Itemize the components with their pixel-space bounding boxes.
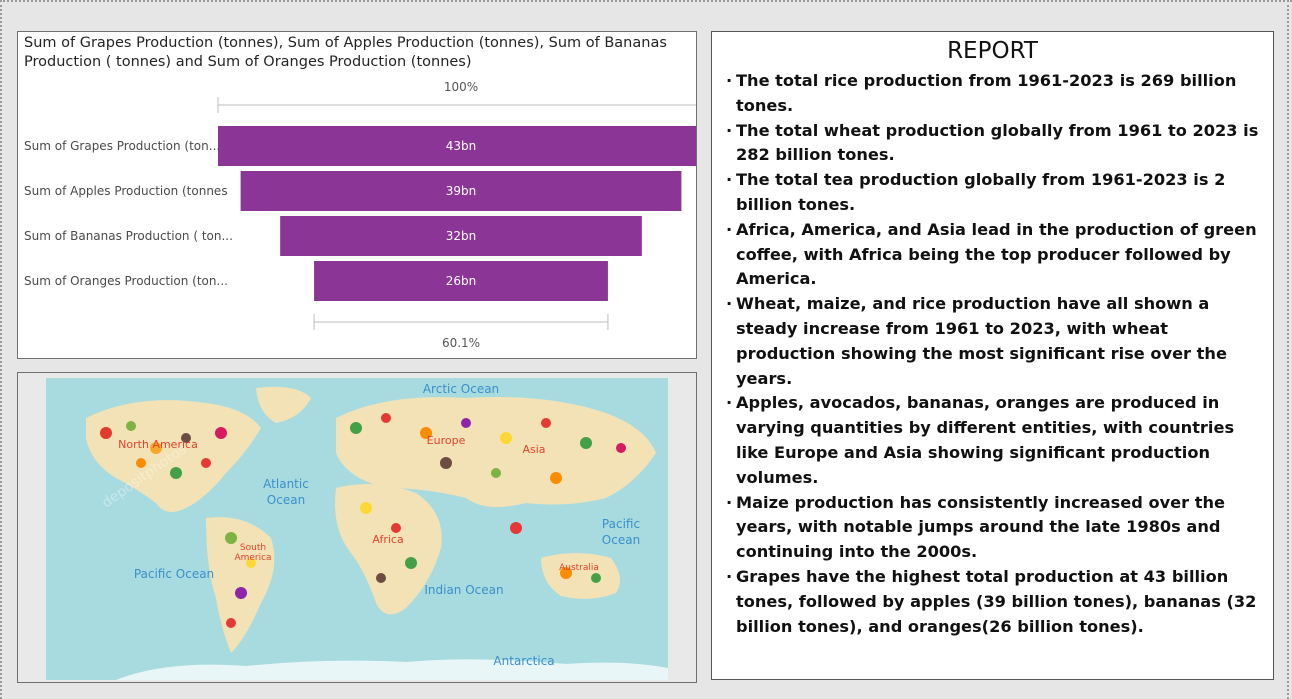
funnel-category-label: Sum of Oranges Production (ton...	[24, 274, 228, 288]
funnel-chart-title: Sum of Grapes Production (tonnes), Sum o…	[24, 35, 667, 70]
bullet-marker: ·	[726, 219, 733, 239]
funnel-bar-value-label: 32bn	[446, 229, 477, 243]
funnel-bars: 43bn Sum of Grapes Production (ton... 39bn…	[24, 126, 696, 301]
report-bullet-item: · The total tea production globally from …	[726, 168, 1268, 218]
report-bullet-text: Wheat, maize, and rice production have a…	[736, 294, 1227, 388]
bullet-marker: ·	[726, 170, 733, 190]
report-bullet-text: Maize production has consistently increa…	[736, 492, 1225, 562]
map-label-antarctica: Antarctica	[493, 654, 554, 668]
map-label-north-america: North America	[118, 438, 198, 451]
canvas-left-border	[0, 0, 2, 699]
world-fruit-map-visual[interactable]: Arctic Ocean Atlantic Ocean Pacific Ocea…	[17, 372, 697, 683]
funnel-bar[interactable]	[240, 171, 682, 211]
report-bullet-text: The total wheat production globally from…	[736, 120, 1259, 165]
report-bullet-text: The total tea production globally from 1…	[736, 170, 1226, 214]
report-title: REPORT	[947, 38, 1038, 64]
map-label-australia: Australia	[559, 563, 599, 573]
canvas-top-border	[0, 0, 1292, 2]
map-label-south: South	[240, 543, 266, 553]
funnel-bar[interactable]	[314, 261, 608, 301]
south-america-shape	[206, 517, 275, 653]
report-bullet-item: · The total rice production from 1961-202…	[726, 69, 1268, 119]
report-bullet-item: · Wheat, maize, and rice production have …	[726, 292, 1268, 391]
bullet-marker: ·	[726, 393, 733, 413]
report-bullet-item: · The total wheat production globally fro…	[726, 119, 1268, 169]
map-label-pacific-ocean-left: Pacific Ocean	[134, 567, 214, 581]
report-bullet-item: · Maize production has consistently incre…	[726, 491, 1268, 565]
funnel-bar-value-label: 43bn	[446, 139, 477, 153]
fruit-illustrations	[100, 413, 626, 628]
map-label-arctic-ocean: Arctic Ocean	[423, 382, 499, 396]
report-bullet-item: · Apples, avocados, bananas, oranges are …	[726, 391, 1268, 490]
bullet-marker: ·	[726, 71, 733, 90]
bullet-marker: ·	[726, 492, 733, 512]
map-label-pacific: Pacific	[602, 517, 640, 531]
report-bullet-item: · Grapes have the highest total productio…	[726, 565, 1268, 639]
funnel-bar-value-label: 39bn	[446, 184, 477, 198]
antarctica-shape	[116, 659, 668, 680]
funnel-bottom-percent: 60.1%	[442, 336, 480, 350]
funnel-top-scale	[217, 97, 696, 113]
map-label-indian-ocean: Indian Ocean	[424, 583, 503, 597]
bullet-marker: ·	[726, 120, 733, 140]
world-fruit-map-image: Arctic Ocean Atlantic Ocean Pacific Ocea…	[46, 378, 668, 680]
africa-shape	[335, 484, 442, 615]
map-label-europe: Europe	[427, 434, 466, 447]
report-bullet-text: Grapes have the highest total production…	[736, 566, 1257, 636]
bullet-marker: ·	[726, 294, 733, 314]
report-textbox: REPORT · The total rice production from 1…	[711, 31, 1274, 680]
funnel-category-label: Sum of Apples Production (tonnes	[24, 184, 228, 198]
funnel-bar-value-label: 26bn	[446, 274, 477, 288]
funnel-bar[interactable]	[280, 216, 642, 256]
funnel-top-percent: 100%	[444, 80, 478, 94]
bullet-marker: ·	[726, 566, 733, 586]
report-bullet-list: · The total rice production from 1961-202…	[726, 69, 1268, 639]
map-label-atlantic: Atlantic	[263, 477, 309, 491]
report-bullet-text: The total rice production from 1961-2023…	[736, 71, 1237, 115]
canvas-right-border	[1287, 0, 1289, 699]
map-label-south-america: America	[234, 553, 271, 563]
map-label-africa: Africa	[372, 533, 403, 546]
funnel-category-label: Sum of Grapes Production (ton...	[24, 139, 220, 153]
eurasia-shape	[336, 397, 656, 507]
funnel-chart-svg: 43bn Sum of Grapes Production (ton... 39bn…	[24, 80, 696, 350]
report-bullet-item: · Africa, America, and Asia lead in the p…	[726, 218, 1268, 292]
map-label-atlantic-ocean: Ocean	[267, 493, 305, 507]
funnel-bottom-scale	[313, 314, 609, 330]
funnel-chart-visual[interactable]: Sum of Grapes Production (tonnes), Sum o…	[17, 31, 697, 359]
greenland-shape	[256, 386, 311, 423]
funnel-bar[interactable]	[218, 126, 696, 166]
funnel-category-label: Sum of Bananas Production ( ton...	[24, 229, 233, 243]
report-bullet-text: Africa, America, and Asia lead in the pr…	[736, 219, 1257, 289]
australia-shape	[541, 553, 620, 599]
map-label-asia: Asia	[522, 443, 545, 456]
report-bullet-text: Apples, avocados, bananas, oranges are p…	[736, 393, 1235, 487]
map-label-pacific-ocean-right: Ocean	[602, 533, 640, 547]
